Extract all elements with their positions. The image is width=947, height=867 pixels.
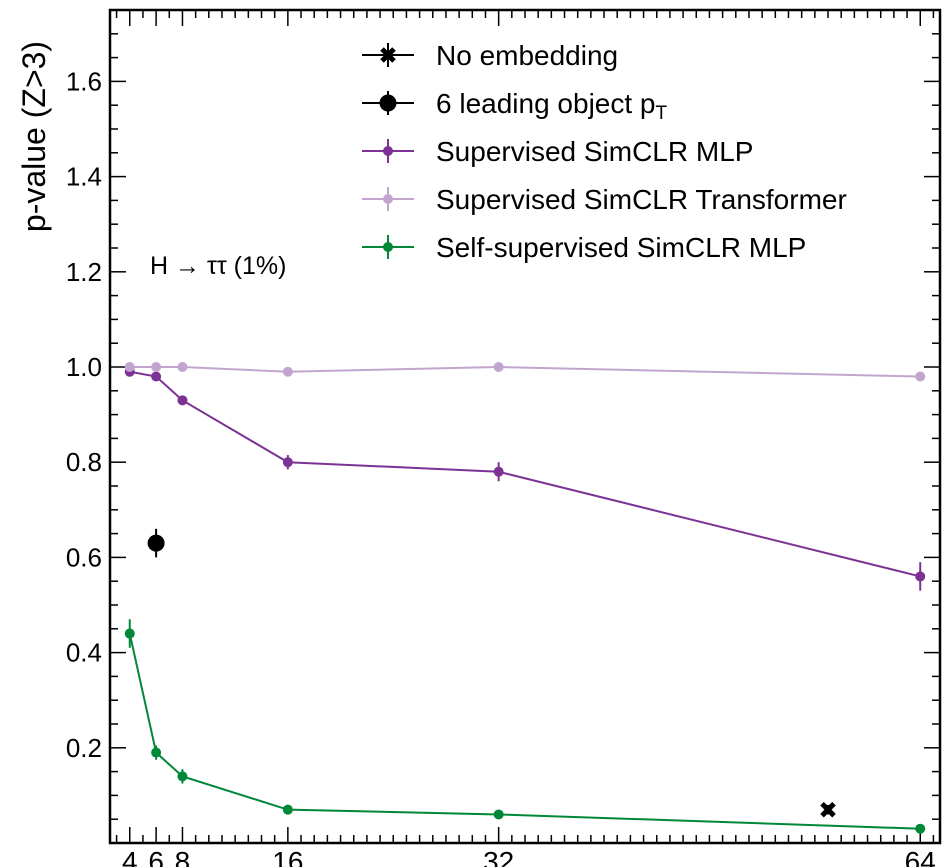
y-tick-label: 0.2: [66, 733, 102, 763]
legend-marker: [379, 94, 397, 112]
series-line-self-supervised-simclr-mlp: [128, 633, 921, 830]
data-point: [124, 362, 135, 372]
process-annotation: H → ττ (1%): [150, 252, 286, 280]
data-point: [177, 771, 188, 782]
series-layer: [124, 362, 926, 834]
data-point: [151, 747, 162, 758]
series-6-leading-object-p: [147, 528, 165, 558]
legend-entry-6-leading-object-p: 6 leading object pT: [362, 88, 668, 124]
legend-label: Self-supervised SimCLR MLP: [436, 232, 806, 263]
x-tick-label: 16: [272, 846, 303, 867]
data-point: [915, 823, 926, 834]
x-tick-label: 4: [122, 846, 138, 867]
data-point: [177, 362, 188, 372]
legend-label-subscript: T: [656, 103, 668, 124]
series-self-supervised-simclr-mlp: [124, 619, 926, 834]
legend-label: Supervised SimCLR Transformer: [436, 184, 847, 215]
legend-entry-supervised-simclr-transformer: Supervised SimCLR Transformer: [362, 184, 847, 215]
legend-marker-shape: [380, 47, 396, 63]
y-tick-label: 1.0: [66, 352, 102, 382]
data-point: [177, 395, 188, 406]
series-no-embedding: [820, 801, 836, 818]
legend-marker: [383, 194, 393, 204]
y-tick-label: 1.2: [66, 257, 102, 287]
series-supervised-simclr-mlp: [124, 366, 926, 591]
legend-marker: [383, 242, 393, 252]
legend-entry-no-embedding: No embedding: [362, 40, 618, 71]
legend-entry-self-supervised-simclr-mlp: Self-supervised SimCLR MLP: [362, 232, 806, 263]
y-tick-label: 1.4: [66, 162, 102, 192]
x-tick-label: 6: [148, 846, 164, 867]
data-point: [282, 804, 293, 815]
axis-ticks: 0.2 0.4 0.6 0.8 1.0 1.2 1.4 1.6 4 6 8 16 32 64: [66, 9, 940, 867]
legend-label: No embedding: [436, 40, 618, 71]
y-tick-label: 0.4: [66, 638, 102, 668]
y-tick-label: 1.6: [66, 66, 102, 96]
data-point: [915, 571, 926, 582]
x-tick-label: 32: [483, 846, 514, 867]
plot-frame: [108, 8, 942, 845]
data-point: [820, 801, 836, 818]
legend-entry-supervised-simclr-mlp: Supervised SimCLR MLP: [362, 136, 753, 167]
legend-marker: [380, 47, 396, 63]
x-tick-label: 8: [175, 846, 191, 867]
data-point: [493, 809, 504, 820]
y-axis-label: p-value (Z>3): [16, 41, 52, 232]
x-tick-label: 64: [905, 846, 936, 867]
data-point: [282, 366, 293, 377]
series-line-supervised-simclr-transformer: [129, 365, 921, 378]
legend-marker: [383, 146, 393, 156]
legend-label: Supervised SimCLR MLP: [436, 136, 753, 167]
data-point: [124, 628, 135, 639]
data-point: [493, 466, 504, 477]
data-point: [151, 371, 162, 382]
series-line-supervised-simclr-mlp: [129, 370, 921, 578]
data-point-shape: [820, 801, 836, 818]
data-point: [282, 457, 293, 468]
data-point: [493, 362, 504, 372]
legend: No embedding 6 leading object pT Supervise…: [362, 40, 847, 263]
y-tick-label: 0.6: [66, 542, 102, 572]
y-tick-label: 0.8: [66, 447, 102, 477]
data-point: [151, 362, 162, 372]
series-supervised-simclr-transformer: [124, 362, 926, 382]
data-point: [147, 534, 165, 552]
data-point: [915, 371, 926, 382]
legend-label: 6 leading object pT: [436, 88, 668, 124]
